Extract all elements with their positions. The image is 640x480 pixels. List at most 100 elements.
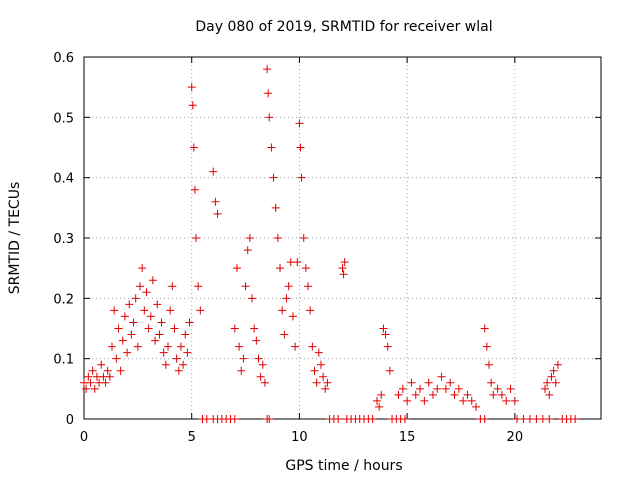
data-point — [482, 342, 491, 351]
data-point — [190, 185, 199, 194]
x-axis-label: GPS time / hours — [285, 458, 402, 474]
data-point — [258, 360, 267, 369]
y-tick-label: 0.4 — [53, 172, 74, 187]
data-point — [316, 360, 325, 369]
data-point — [136, 282, 145, 291]
data-point — [446, 378, 455, 387]
data-point — [131, 294, 140, 303]
data-point — [571, 415, 580, 423]
data-point — [183, 348, 192, 357]
data-point — [105, 372, 114, 381]
chart-title: Day 080 of 2019, SRMTID for receiver wla… — [195, 19, 492, 35]
data-point — [88, 366, 97, 375]
data-point — [510, 396, 519, 405]
data-point — [97, 360, 106, 369]
data-point — [271, 203, 280, 212]
data-point — [192, 234, 201, 242]
data-point — [174, 366, 183, 375]
data-point — [480, 415, 489, 423]
y-tick-label: 0.3 — [53, 232, 74, 247]
data-point — [252, 336, 261, 345]
data-point — [433, 384, 442, 393]
data-point — [372, 396, 381, 405]
data-point — [265, 113, 274, 122]
data-point — [181, 330, 190, 339]
data-point — [411, 390, 420, 399]
data-point — [110, 306, 119, 315]
data-point — [142, 288, 151, 297]
data-point — [314, 348, 323, 357]
data-point — [545, 390, 554, 399]
data-point — [179, 360, 188, 369]
data-point — [254, 354, 263, 363]
data-point — [323, 378, 332, 387]
data-point — [383, 342, 392, 351]
data-point — [553, 360, 562, 369]
data-point — [339, 270, 348, 279]
data-point — [116, 366, 125, 375]
data-point — [304, 282, 313, 291]
data-point — [144, 324, 153, 333]
y-tick-label: 0.5 — [53, 111, 74, 126]
data-point — [463, 390, 472, 399]
data-point — [319, 372, 328, 381]
data-point — [189, 143, 198, 152]
data-point — [159, 348, 168, 357]
x-tick-label: 0 — [80, 430, 88, 445]
data-point — [493, 384, 502, 393]
data-point — [306, 306, 315, 315]
data-point — [489, 390, 498, 399]
data-point — [187, 83, 196, 92]
data-point — [368, 415, 377, 423]
data-point — [502, 396, 511, 405]
data-point — [196, 306, 205, 315]
data-point — [280, 330, 289, 339]
data-point — [267, 143, 276, 152]
data-point — [459, 396, 468, 405]
data-point — [301, 264, 310, 273]
data-point — [487, 378, 496, 387]
data-points — [80, 65, 580, 423]
data-point — [123, 348, 132, 357]
data-point — [166, 306, 175, 315]
y-axis-label: SRMTID / TECUs — [7, 182, 23, 295]
data-point — [420, 396, 429, 405]
data-point — [164, 342, 173, 351]
data-point — [155, 330, 164, 339]
data-point — [308, 342, 317, 351]
data-point — [264, 89, 273, 98]
data-point — [428, 390, 437, 399]
data-point — [338, 264, 347, 273]
y-tick-label: 0.6 — [53, 51, 74, 66]
data-point — [377, 390, 386, 399]
data-point — [340, 258, 349, 267]
data-point — [437, 372, 446, 381]
data-point — [168, 282, 177, 291]
data-point — [151, 336, 160, 345]
axis-ticks — [83, 56, 601, 420]
data-point — [394, 390, 403, 399]
data-point — [213, 209, 222, 218]
data-point — [209, 167, 218, 176]
data-point — [120, 312, 129, 321]
data-point — [416, 384, 425, 393]
grid-lines — [84, 57, 601, 419]
data-point — [299, 234, 308, 242]
data-point — [127, 330, 136, 339]
data-point — [297, 173, 306, 182]
data-point — [230, 415, 239, 423]
data-point — [293, 258, 302, 267]
data-point — [108, 342, 117, 351]
data-point — [82, 384, 91, 393]
data-point — [375, 402, 384, 411]
data-point — [90, 384, 99, 393]
data-point — [103, 366, 112, 375]
data-point — [543, 378, 552, 387]
data-point — [235, 342, 244, 351]
data-point — [232, 264, 241, 273]
data-point — [250, 324, 259, 333]
data-point — [540, 384, 549, 393]
data-point — [265, 415, 274, 423]
data-point — [170, 324, 179, 333]
